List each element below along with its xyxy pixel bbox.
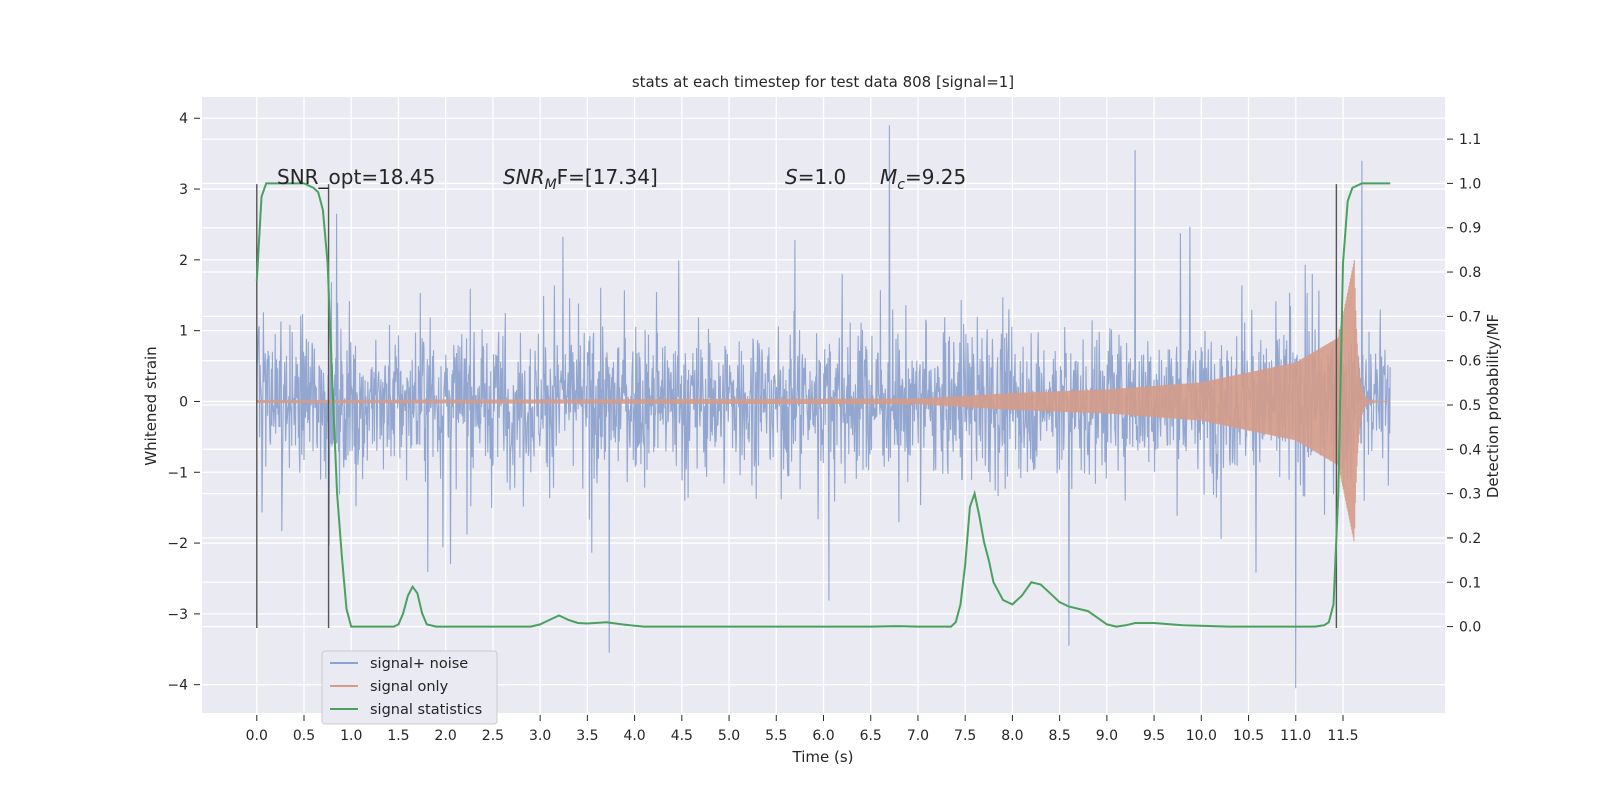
y2-tick-label: 0.8 [1459, 265, 1481, 281]
x-tick-label: 9.0 [1096, 728, 1118, 744]
annotation-s-rest: =1.0 [798, 165, 847, 189]
annotation-snr-mf-sub: M [545, 177, 557, 193]
y-tick-label: −1 [167, 465, 188, 481]
annotation-mc-rest: =9.25 [905, 165, 966, 189]
signal-noise-series [256, 125, 1391, 689]
y-axis-label: Whitened strain [142, 346, 160, 465]
x-tick-label: 11.5 [1327, 728, 1358, 744]
annotation-s-main: S [785, 165, 798, 189]
legend-label-signal-statistics: signal statistics [370, 702, 482, 718]
annotation-snr-mf-rest: F=[17.34] [557, 165, 658, 189]
legend-label-signal-only: signal only [370, 679, 449, 695]
x-tick-label: 10.0 [1186, 728, 1217, 744]
y-tick-label: 1 [179, 324, 188, 340]
x-tick-label: 1.0 [340, 728, 362, 744]
y-tick-label: 0 [179, 394, 188, 410]
x-tick-label: 2.0 [435, 728, 457, 744]
x-tick-label: 3.5 [576, 728, 598, 744]
x-tick-label: 0.0 [246, 728, 268, 744]
tick-labels: 0.0 0.5 1.0 1.5 2.0 2.5 3.0 3.5 4.0 4.5 5.0 5.5 6.0 6… [167, 111, 1481, 744]
legend-box [321, 650, 498, 725]
annotation-snr-mf: SNRMF=[17.34] [503, 165, 658, 193]
annotation-snr-opt: SNR_opt=18.45 [277, 165, 435, 189]
y-tick-label: 2 [179, 253, 188, 269]
annotation-mc: Mc=9.25 [880, 165, 966, 193]
x-tick-label: 0.5 [293, 728, 315, 744]
y2-tick-label: 0.9 [1459, 221, 1481, 237]
x-tick-label: 10.5 [1233, 728, 1264, 744]
y2-tick-label: 1.1 [1459, 132, 1481, 148]
x-tick-label: 4.5 [671, 728, 693, 744]
y2-tick-label: 0.5 [1459, 398, 1481, 414]
x-tick-label: 6.5 [860, 728, 882, 744]
x-tick-label: 1.5 [387, 728, 409, 744]
y2-tick-label: 0.1 [1459, 575, 1481, 591]
x-tick-label: 8.5 [1048, 728, 1070, 744]
x-tick-label: 5.0 [718, 728, 740, 744]
y2-tick-label: 0.4 [1459, 442, 1481, 458]
y2-tick-label: 1.0 [1459, 176, 1481, 192]
y2-tick-label: 0.6 [1459, 354, 1481, 370]
x-tick-label: 11.0 [1280, 728, 1311, 744]
y-tick-label: −3 [167, 607, 188, 623]
x-tick-label: 4.0 [623, 728, 645, 744]
signal-noise-line [256, 125, 1391, 689]
y-tick-label: 4 [179, 111, 188, 127]
x-axis-label: Time (s) [792, 748, 854, 766]
x-tick-label: 9.5 [1143, 728, 1165, 744]
signal-only-line [256, 259, 1391, 542]
x-tick-label: 2.5 [482, 728, 504, 744]
y-tick-label: −4 [167, 678, 188, 694]
chart-title: stats at each timestep for test data 808… [632, 73, 1014, 91]
x-tick-label: 3.0 [529, 728, 551, 744]
y2-tick-label: 0.3 [1459, 487, 1481, 503]
legend-label-signal-noise: signal+ noise [370, 656, 468, 672]
y-tick-label: −2 [167, 536, 188, 552]
y2-tick-label: 0.7 [1459, 309, 1481, 325]
x-tick-label: 6.0 [812, 728, 834, 744]
x-tick-label: 7.5 [954, 728, 976, 744]
y-tick-label: 3 [179, 182, 188, 198]
y2-axis-label: Detection probability/MF [1484, 314, 1502, 498]
y2-tick-label: 0.0 [1459, 620, 1481, 636]
annotation-mc-sub: c [897, 177, 905, 193]
y2-tick-label: 0.2 [1459, 531, 1481, 547]
x-tick-label: 8.0 [1001, 728, 1023, 744]
annotation-snr-mf-main: SNR [503, 165, 545, 189]
signal-statistics-series [255, 182, 1391, 628]
signal-statistics-line [255, 182, 1391, 628]
annotation-mc-main: M [880, 165, 897, 189]
signal-only-series [256, 259, 1391, 542]
annotation-s: S=1.0 [785, 165, 846, 189]
x-tick-label: 5.5 [765, 728, 787, 744]
x-tick-label: 7.0 [907, 728, 929, 744]
legend: signal+ noise signal only signal statist… [321, 650, 498, 725]
